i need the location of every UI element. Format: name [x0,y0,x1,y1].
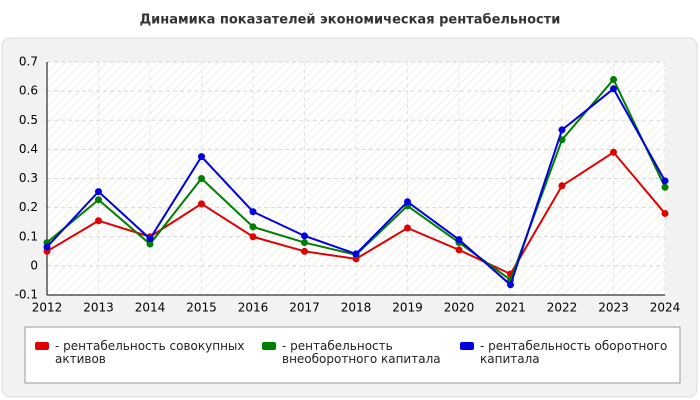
point [558,126,566,134]
y-tick-label: 0.2 [19,200,38,214]
y-tick-label: 0.1 [19,229,38,243]
x-tick-label: 2018 [341,301,372,315]
legend-label: - рентабельность оборотного капитала [480,339,668,366]
x-tick-label: 2022 [547,301,578,315]
point [249,208,257,216]
chart-title: Динамика показателей экономическая рента… [140,13,561,28]
point [610,75,617,83]
point [198,153,205,161]
point [610,85,617,93]
y-tick-label: 0.5 [19,113,38,127]
x-tick-label: 2023 [598,301,629,315]
y-tick-label: 0.3 [19,171,38,185]
point [455,246,463,254]
x-tick-label: 2014 [135,301,166,315]
x-tick-label: 2024 [650,301,681,315]
point [352,250,360,258]
x-tick-label: 2017 [289,301,320,315]
point [301,239,308,247]
x-tick-label: 2013 [83,301,114,315]
legend-box [24,326,681,384]
point [455,236,463,244]
y-tick-label: 0.4 [19,142,38,156]
point [301,232,308,240]
x-tick-label: 2021 [495,301,526,315]
point [507,281,514,289]
point [610,148,617,156]
x-tick-label: 2020 [444,301,475,315]
point [661,209,669,217]
point [404,224,411,232]
point [43,243,51,251]
y-tick-label: 0.7 [19,55,38,69]
x-tick-label: 2012 [32,301,63,315]
point [661,177,669,185]
point [404,198,411,206]
point [301,247,308,255]
point [198,200,205,208]
x-tick-label: 2016 [238,301,269,315]
point [558,182,566,190]
legend-swatch [460,342,474,350]
legend-label: - рентабельность совокупных активов [55,339,245,366]
point [146,235,154,243]
point [95,188,102,196]
point [146,240,154,248]
x-tick-label: 2015 [186,301,217,315]
legend-swatch [262,342,276,350]
point [249,233,257,241]
legend-label: - рентабельность внеоборотного капитала [282,339,441,366]
y-tick-label: 0.6 [19,84,38,98]
point [95,217,102,225]
legend-swatch [35,342,49,350]
x-tick-label: 2019 [392,301,423,315]
point [249,223,257,231]
point [198,175,205,182]
point [95,196,102,204]
y-tick-label: 0 [30,258,38,272]
point [661,183,669,191]
y-tick-label: -0.1 [15,288,38,302]
